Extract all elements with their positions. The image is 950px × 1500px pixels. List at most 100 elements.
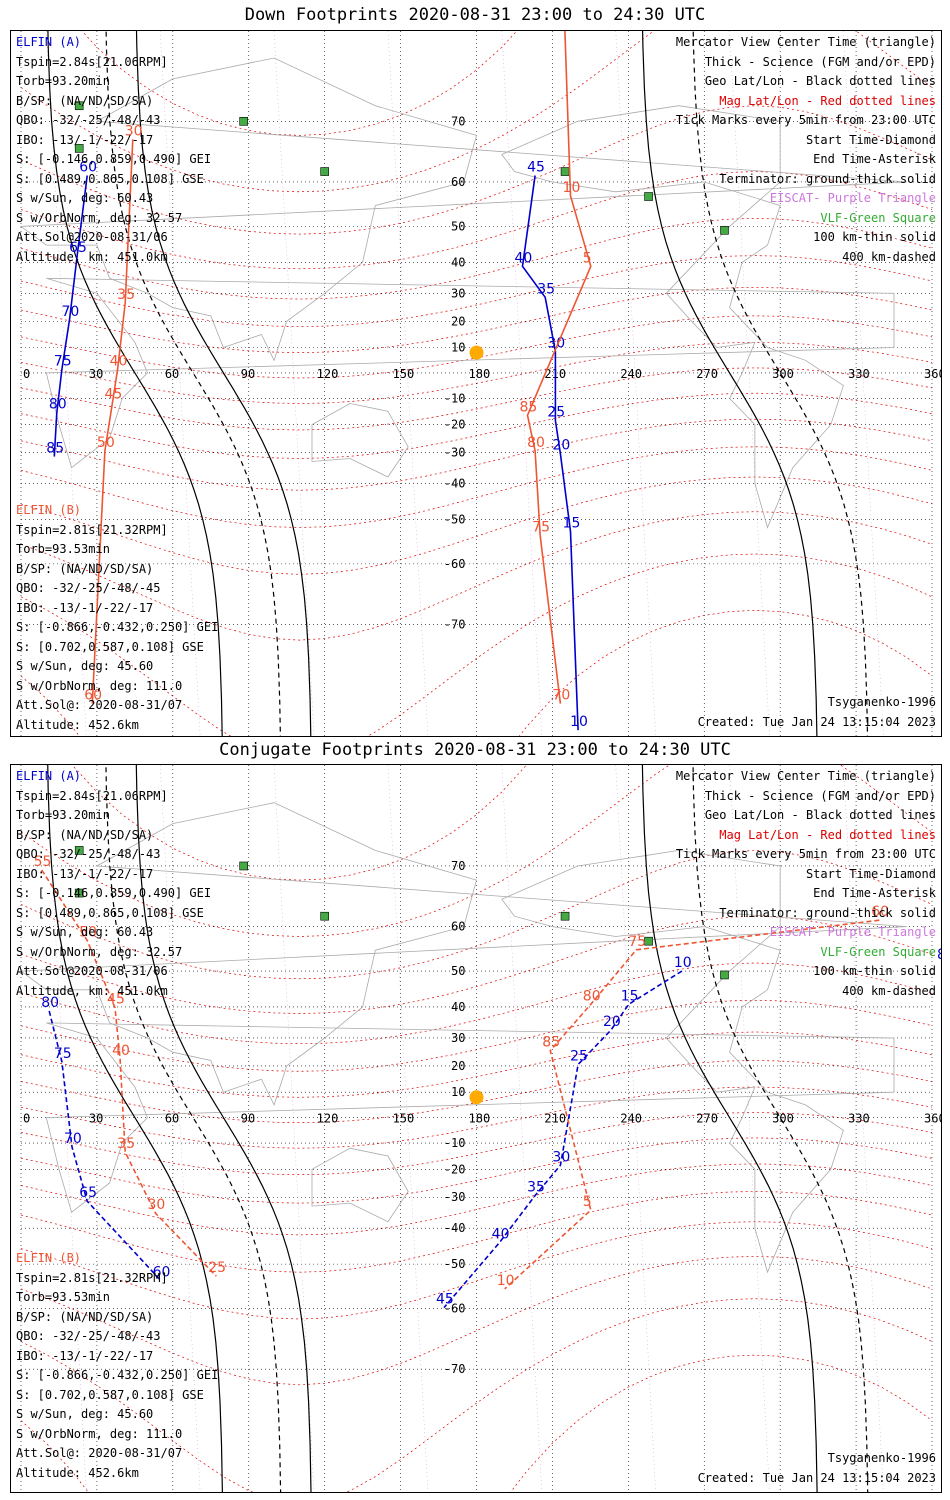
lon-tick-label: 270 bbox=[696, 1112, 718, 1126]
info-line: S: [-0.146,0.859,0.490] GEI bbox=[16, 152, 212, 166]
coastline bbox=[311, 1147, 409, 1223]
legend-line: EISCAT- Purple Triangle bbox=[769, 191, 936, 205]
legend-line: Start Time-Diamond bbox=[805, 866, 936, 881]
track-tick-label: 25 bbox=[547, 405, 565, 421]
info-line: IBO: -13/-1/-22/-17 bbox=[16, 1348, 154, 1363]
lat-tick-label: -50 bbox=[444, 1257, 466, 1271]
lon-tick-label: 150 bbox=[393, 1112, 415, 1126]
track-tick-label: 85 bbox=[542, 1035, 560, 1051]
legend-line: Mag Lat/Lon - Red dotted lines bbox=[719, 93, 936, 108]
lon-tick-label: 270 bbox=[696, 367, 718, 381]
vlf-station-marker bbox=[560, 911, 570, 921]
info-line: S w/OrbNorm, deg: 32.57 bbox=[16, 210, 183, 225]
mag-lat-line bbox=[20, 287, 933, 353]
elfin-a-lines: Tspin=2.84s[21.06RPM] Torb=93.20min B/SP: … bbox=[16, 787, 211, 1002]
lat-tick-label: -60 bbox=[444, 1302, 466, 1316]
track-tick-label: 25 bbox=[208, 1260, 226, 1276]
lon-tick-label: 300 bbox=[772, 1112, 794, 1126]
track-tick-label: 60 bbox=[84, 688, 102, 704]
vlf-station-marker bbox=[720, 225, 729, 235]
track-tick-label: 40 bbox=[492, 1226, 510, 1242]
lon-tick-label: 60 bbox=[165, 1112, 179, 1126]
track-tick-label: 30 bbox=[148, 1197, 166, 1213]
info-line: IBO: -13/-1/-22/-17 bbox=[16, 600, 154, 615]
info-line: QBO: -32/-25/-48/-43 bbox=[16, 847, 161, 861]
track-tick-label: 25 bbox=[570, 1049, 588, 1065]
mag-lon-line bbox=[159, 765, 201, 1492]
legend-line: Thick - Science (FGM and/or EPD) bbox=[704, 54, 936, 69]
mag-lat-line bbox=[20, 171, 933, 270]
mag-lat-line bbox=[20, 1191, 933, 1273]
mag-lon-line bbox=[159, 31, 201, 736]
track-tick-label: 85 bbox=[46, 441, 64, 457]
elfin-b-label: ELFIN (B) bbox=[16, 1251, 82, 1265]
track-tick-label: 15 bbox=[621, 988, 639, 1004]
vlf-station-marker bbox=[720, 970, 729, 980]
info-line: Altitude, km: 451.0km bbox=[16, 983, 168, 998]
track-tick-label: 80 bbox=[583, 988, 601, 1004]
info-line: Tspin=2.81s[21.32RPM] bbox=[16, 522, 168, 537]
track-tick-label: 15 bbox=[563, 516, 581, 532]
lon-tick-label: 120 bbox=[317, 1112, 339, 1126]
elfin-b-track bbox=[91, 139, 134, 704]
lat-tick-label: -20 bbox=[444, 1162, 466, 1176]
mag-lat-line bbox=[20, 1163, 933, 1236]
track-tick-label: 45 bbox=[436, 1292, 454, 1308]
lat-tick-label: 60 bbox=[451, 920, 465, 934]
info-line: IBO: -13/-1/-22/-17 bbox=[16, 132, 154, 147]
track-tick-label: 35 bbox=[117, 287, 135, 303]
legend-line: Geo Lat/Lon - Black dotted lines bbox=[704, 74, 936, 88]
info-line: IBO: -13/-1/-22/-17 bbox=[16, 866, 154, 881]
legend-line: VLF-Green Square bbox=[820, 944, 936, 959]
track-tick-label: 40 bbox=[514, 250, 532, 266]
created-label: Created: Tue Jan 24 13:15:04 2023 bbox=[697, 1471, 936, 1485]
track-tick-label: 30 bbox=[125, 123, 143, 139]
info-line: Tspin=2.84s[21.06RPM] bbox=[16, 54, 168, 69]
track-tick-label: 75 bbox=[54, 1046, 72, 1062]
lat-tick-label: -50 bbox=[444, 512, 466, 526]
elfin-b-label: ELFIN (B) bbox=[16, 503, 82, 517]
mag-lat-line bbox=[20, 105, 933, 235]
lat-tick-label: 70 bbox=[451, 859, 465, 873]
info-line: Torb=93.53min bbox=[16, 1290, 110, 1304]
legend-line: Start Time-Diamond bbox=[805, 132, 936, 147]
mag-lat-line bbox=[20, 392, 933, 459]
track-tick-label: 20 bbox=[603, 1014, 621, 1030]
legend-line: Terminator: ground-thick solid bbox=[719, 171, 936, 186]
legend-line: Tick Marks every 5min from 23:00 UTC bbox=[675, 847, 936, 861]
legend-line: Thick - Science (FGM and/or EPD) bbox=[704, 788, 936, 803]
lon-tick-label: 240 bbox=[620, 1112, 642, 1126]
track-tick-label: 10 bbox=[497, 1273, 515, 1289]
elfin-a-info: ELFIN (A) Tspin=2.84s[21.06RPM] Torb=93.2… bbox=[16, 767, 211, 1001]
mag-lat-line bbox=[20, 1031, 933, 1098]
terminator-curve bbox=[135, 31, 312, 736]
track-tick-label: 35 bbox=[117, 1136, 135, 1152]
legend-line: Geo Lat/Lon - Black dotted lines bbox=[704, 808, 936, 822]
info-line: B/SP: (NA/ND/SD/SA) bbox=[16, 827, 154, 842]
elfin-b-lines: Tspin=2.81s[21.32RPM] Torb=93.53min B/SP: … bbox=[16, 521, 218, 736]
vlf-station-marker bbox=[239, 117, 248, 126]
coastline bbox=[311, 403, 409, 478]
info-line: Torb=93.53min bbox=[16, 542, 110, 556]
vlf-station-marker bbox=[560, 167, 570, 176]
info-line: S: [-0.866,-0.432,0.250] GEI bbox=[16, 1368, 219, 1382]
vlf-station-marker bbox=[74, 144, 84, 153]
vlf-station-marker bbox=[74, 846, 84, 855]
track-tick-label: 70 bbox=[552, 688, 570, 704]
elfin-b-track bbox=[41, 869, 217, 1277]
legend-line: End Time-Asterisk bbox=[813, 886, 936, 900]
panel-title: Conjugate Footprints 2020-08-31 23:00 to… bbox=[219, 740, 731, 760]
track-tick-label: 40 bbox=[110, 353, 128, 369]
legend: Mercator View Center Time (triangle) Thic… bbox=[676, 767, 936, 1001]
track-tick-label: 5 bbox=[583, 1194, 592, 1210]
mag-lat-line bbox=[20, 476, 933, 575]
panel-title: Down Footprints 2020-08-31 23:00 to 24:3… bbox=[244, 5, 706, 25]
legend-line: 400 km-dashed bbox=[842, 249, 936, 264]
elfin-b-lines: Tspin=2.81s[21.32RPM] Torb=93.53min B/SP: … bbox=[16, 1269, 218, 1484]
map-frame: 0306090120150180210240270300330360706050… bbox=[10, 30, 942, 737]
lon-tick-label: 90 bbox=[241, 367, 255, 381]
mag-lon-line bbox=[843, 765, 884, 1492]
elfin-a-track bbox=[443, 970, 683, 1309]
info-line: Altitude: 452.6km bbox=[16, 1465, 139, 1480]
vlf-station-marker bbox=[74, 888, 84, 898]
